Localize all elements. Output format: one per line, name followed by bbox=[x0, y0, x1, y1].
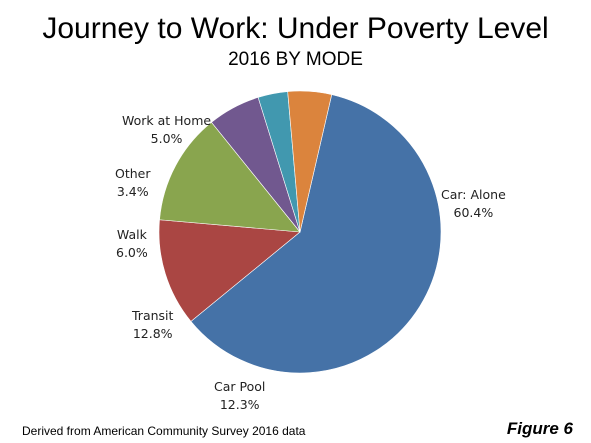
slice-label-walk: Walk 6.0% bbox=[116, 226, 148, 262]
source-note: Derived from American Community Survey 2… bbox=[22, 424, 306, 438]
slice-label-value: 12.8% bbox=[132, 326, 173, 341]
slice-label-car-pool: Car Pool 12.3% bbox=[214, 378, 265, 414]
pie-slice-transit bbox=[159, 121, 301, 233]
slice-label-work-at-home: Work at Home 5.0% bbox=[122, 112, 211, 148]
pie-slice-car-alone bbox=[190, 94, 442, 374]
slice-label-value: 5.0% bbox=[150, 131, 183, 146]
slice-label-name: Transit bbox=[132, 308, 174, 323]
slice-label-name: Car Pool bbox=[214, 379, 266, 394]
slice-label-name: Other bbox=[115, 166, 151, 181]
slice-label-transit: Transit 12.8% bbox=[132, 307, 173, 343]
figure-label: Figure 6 bbox=[506, 419, 573, 438]
chart-title: Journey to Work: Under Poverty Level bbox=[42, 12, 549, 45]
slice-label-name: Car: Alone bbox=[441, 187, 506, 202]
slice-label-other: Other 3.4% bbox=[115, 165, 151, 201]
pie-slice-work-at-home bbox=[287, 90, 333, 233]
slice-label-value: 60.4% bbox=[453, 205, 494, 220]
slice-label-name: Walk bbox=[116, 227, 147, 242]
chart-subtitle: 2016 BY MODE bbox=[228, 49, 363, 70]
pie-slice-car-pool bbox=[158, 219, 301, 322]
slice-label-value: 3.4% bbox=[116, 184, 149, 199]
slice-label-value: 6.0% bbox=[116, 245, 148, 260]
slice-label-car-alone: Car: Alone 60.4% bbox=[441, 186, 506, 222]
slice-label-name: Work at Home bbox=[122, 113, 212, 128]
slice-label-value: 12.3% bbox=[219, 397, 260, 412]
